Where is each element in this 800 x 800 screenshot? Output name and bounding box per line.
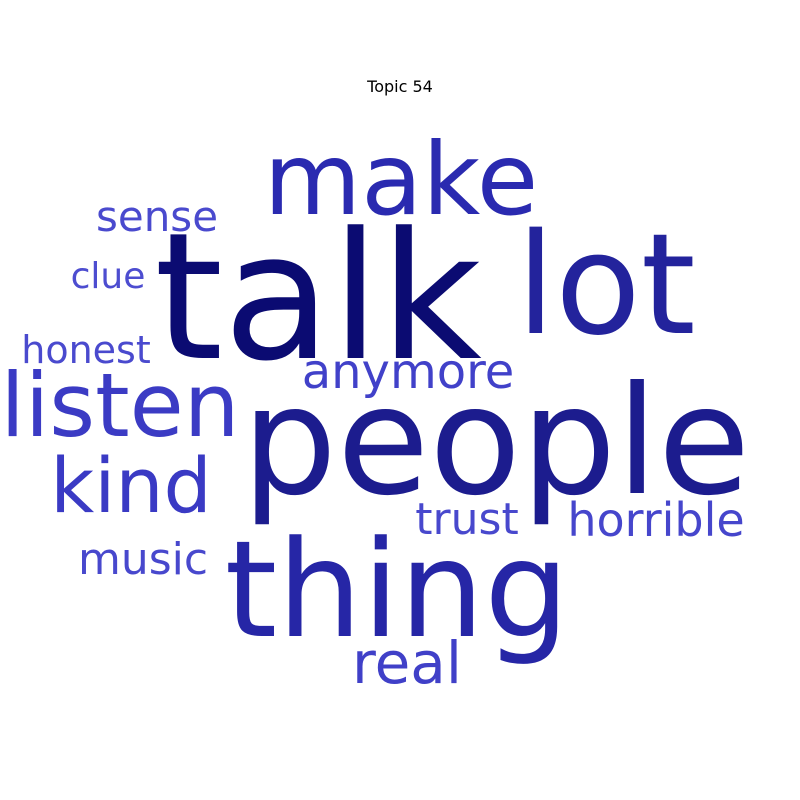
word-lot: lot [516,204,695,367]
word-clue: clue [71,256,146,297]
word-sense: sense [96,192,218,241]
word-make: make [264,121,539,238]
word-kind: kind [50,441,212,530]
word-people: people [242,355,750,529]
word-trust: trust [415,494,518,545]
word-honest: honest [21,328,151,372]
word-real: real [352,629,462,697]
word-music: music [78,534,208,585]
word-talk: talk [154,195,482,400]
figure-title: Topic 54 [366,77,433,96]
word-thing: thing [225,512,570,668]
word-anymore: anymore [302,344,515,400]
word-horrible: horrible [567,493,744,547]
word-listen: listen [0,354,239,457]
